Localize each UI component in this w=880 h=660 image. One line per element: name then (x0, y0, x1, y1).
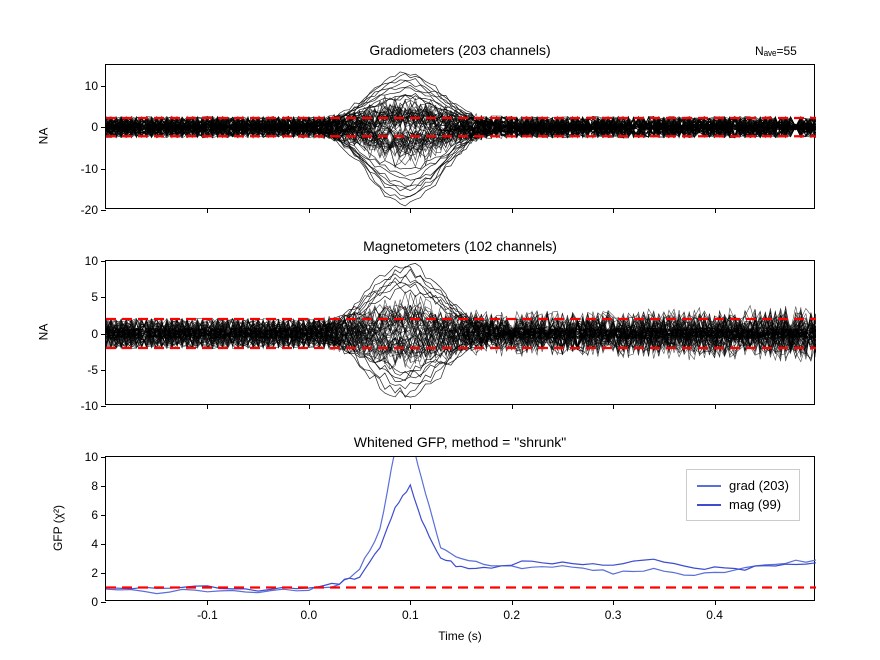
xtick: -0.1 (197, 608, 218, 622)
ytick: -10 (58, 162, 98, 176)
ytick: 8 (58, 479, 98, 493)
ytick: -5 (58, 363, 98, 377)
ytick: 0 (58, 120, 98, 134)
ytick: 10 (58, 254, 98, 268)
xtick: 0.0 (301, 608, 318, 622)
panel0-axes: -20-10010 (105, 64, 815, 209)
ytick: -10 (58, 399, 98, 413)
legend-item: mag (99) (697, 495, 789, 514)
xtick: 0.2 (503, 608, 520, 622)
legend-label: mag (99) (729, 497, 781, 512)
ytick: 10 (58, 79, 98, 93)
panel1-canvas (106, 261, 816, 406)
ytick: 0 (58, 595, 98, 609)
ytick: 0 (58, 327, 98, 341)
legend-label: grad (203) (729, 478, 789, 493)
legend-swatch (697, 504, 721, 506)
panel0-canvas (106, 65, 816, 210)
ytick: 6 (58, 508, 98, 522)
legend-swatch (697, 485, 721, 487)
ytick: 4 (58, 537, 98, 551)
panel2-title: Whitened GFP, method = "shrunk" (105, 434, 815, 450)
x-axis-label: Time (s) (105, 629, 815, 643)
panel1-title: Magnetometers (102 channels) (105, 238, 815, 254)
ytick: -20 (58, 203, 98, 217)
panel0-ylabel: NA (36, 127, 50, 144)
ytick: 2 (58, 566, 98, 580)
figure: Gradiometers (203 channels) Nₐᵥₑ=55 NA -… (0, 0, 880, 660)
xtick: 0.4 (706, 608, 723, 622)
xtick: 0.1 (402, 608, 419, 622)
legend-item: grad (203) (697, 476, 789, 495)
panel1-axes: -10-50510 (105, 260, 815, 405)
panel0-annotation: Nₐᵥₑ=55 (755, 44, 797, 58)
ytick: 5 (58, 290, 98, 304)
panel2-axes: grad (203)mag (99) 0246810-0.10.00.10.20… (105, 456, 815, 601)
legend: grad (203) mag (99) (686, 469, 800, 521)
panel1-ylabel: NA (36, 323, 50, 340)
panel0-title: Gradiometers (203 channels) (105, 42, 815, 58)
xtick: 0.3 (605, 608, 622, 622)
ytick: 10 (58, 450, 98, 464)
